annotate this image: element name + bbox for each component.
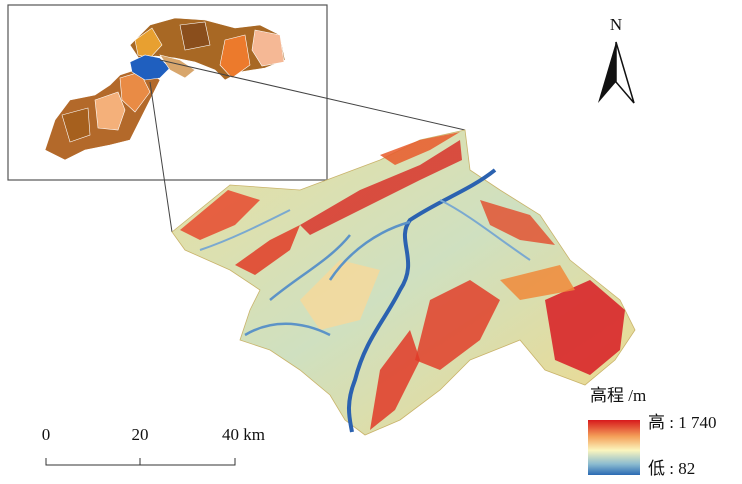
legend-high: 高 : 1 740 <box>648 413 716 432</box>
north-label: N <box>610 15 622 34</box>
scale-label: 0 <box>42 425 51 444</box>
scale-bar: 0 20 40 km <box>42 425 265 465</box>
legend-ramp <box>588 420 640 475</box>
legend: 高程 /m 高 : 1 740 低 : 82 <box>588 386 716 478</box>
legend-title: 高程 /m <box>590 386 646 405</box>
inset-map <box>8 5 327 180</box>
north-arrow: N <box>598 15 634 103</box>
scale-label: 20 <box>132 425 149 444</box>
map: N 0 20 40 km 高程 /m 高 : 1 740 低 : 82 <box>0 0 742 484</box>
legend-low: 低 : 82 <box>648 459 695 478</box>
scale-label: 40 km <box>222 425 265 444</box>
